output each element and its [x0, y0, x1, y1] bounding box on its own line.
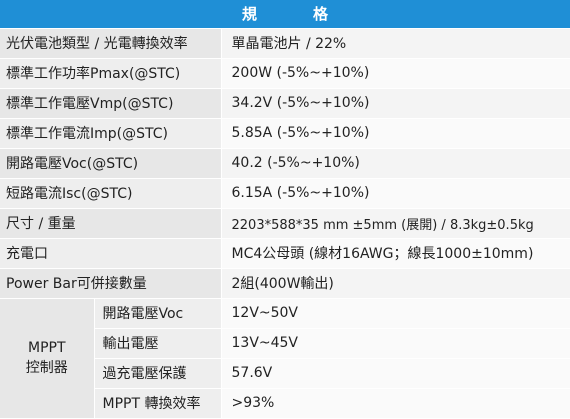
table-header-row: 規格: [0, 0, 570, 29]
mppt-label: 過充電壓保護: [94, 358, 222, 389]
table-row: 尺寸 / 重量 2203*588*35 mm ±5mm (展開) / 8.3kg…: [0, 208, 570, 239]
spec-value: 2組(400W輸出): [221, 268, 570, 299]
mppt-value: 57.6V: [221, 358, 570, 389]
spec-label: 標準工作電流Imp(@STC): [0, 118, 222, 149]
mppt-label: 輸出電壓: [94, 328, 222, 359]
spec-label: 光伏電池類型 / 光電轉換效率: [0, 28, 222, 59]
mppt-label: 開路電壓Voc: [94, 298, 222, 329]
spec-label: 標準工作功率Pmax(@STC): [0, 58, 222, 89]
spec-label: 短路電流Isc(@STC): [0, 178, 222, 209]
spec-label: 尺寸 / 重量: [0, 208, 222, 239]
mppt-row: MPPT 控制器 開路電壓Voc 12V~50V: [0, 298, 570, 419]
table-title: 規格: [214, 3, 356, 24]
spec-label: 充電口: [0, 238, 222, 269]
spec-label: 標準工作電壓Vmp(@STC): [0, 88, 222, 119]
table-row: 短路電流Isc(@STC) 6.15A (-5%~+10%): [0, 178, 570, 209]
table-title-part2: 格: [313, 5, 329, 24]
spec-value: 200W (-5%~+10%): [221, 58, 570, 89]
mppt-label: MPPT 轉換效率: [94, 388, 222, 419]
table-header: 規格: [0, 0, 570, 29]
mppt-row: 輸出電壓 13V~45V: [0, 328, 570, 359]
mppt-group-label: MPPT 控制器: [0, 298, 95, 419]
table-row: 標準工作功率Pmax(@STC) 200W (-5%~+10%): [0, 58, 570, 89]
spec-value: 40.2 (-5%~+10%): [221, 148, 570, 179]
spec-value: MC4公母頭 (線材16AWG；線長1000±10mm): [221, 238, 570, 269]
table-row: 充電口 MC4公母頭 (線材16AWG；線長1000±10mm): [0, 238, 570, 269]
spec-label: 開路電壓Voc(@STC): [0, 148, 222, 179]
spec-label: Power Bar可併接數量: [0, 268, 222, 299]
mppt-value: 12V~50V: [221, 298, 570, 329]
mppt-value: 13V~45V: [221, 328, 570, 359]
mppt-group-line2: 控制器: [25, 360, 68, 376]
spec-value: 2203*588*35 mm ±5mm (展開) / 8.3kg±0.5kg: [221, 208, 570, 239]
spec-value: 34.2V (-5%~+10%): [221, 88, 570, 119]
table-title-part1: 規: [241, 5, 257, 24]
spec-value: 單晶電池片 / 22%: [221, 28, 570, 59]
table-row: 光伏電池類型 / 光電轉換效率 單晶電池片 / 22%: [0, 28, 570, 59]
mppt-group-line1: MPPT: [27, 340, 66, 356]
mppt-row: 過充電壓保護 57.6V: [0, 358, 570, 389]
spec-value: 5.85A (-5%~+10%): [221, 118, 570, 149]
table-row: Power Bar可併接數量 2組(400W輸出): [0, 268, 570, 299]
spec-value: 6.15A (-5%~+10%): [221, 178, 570, 209]
table-row: 開路電壓Voc(@STC) 40.2 (-5%~+10%): [0, 148, 570, 179]
table-row: 標準工作電壓Vmp(@STC) 34.2V (-5%~+10%): [0, 88, 570, 119]
table-row: 標準工作電流Imp(@STC) 5.85A (-5%~+10%): [0, 118, 570, 149]
mppt-value: >93%: [221, 388, 570, 419]
